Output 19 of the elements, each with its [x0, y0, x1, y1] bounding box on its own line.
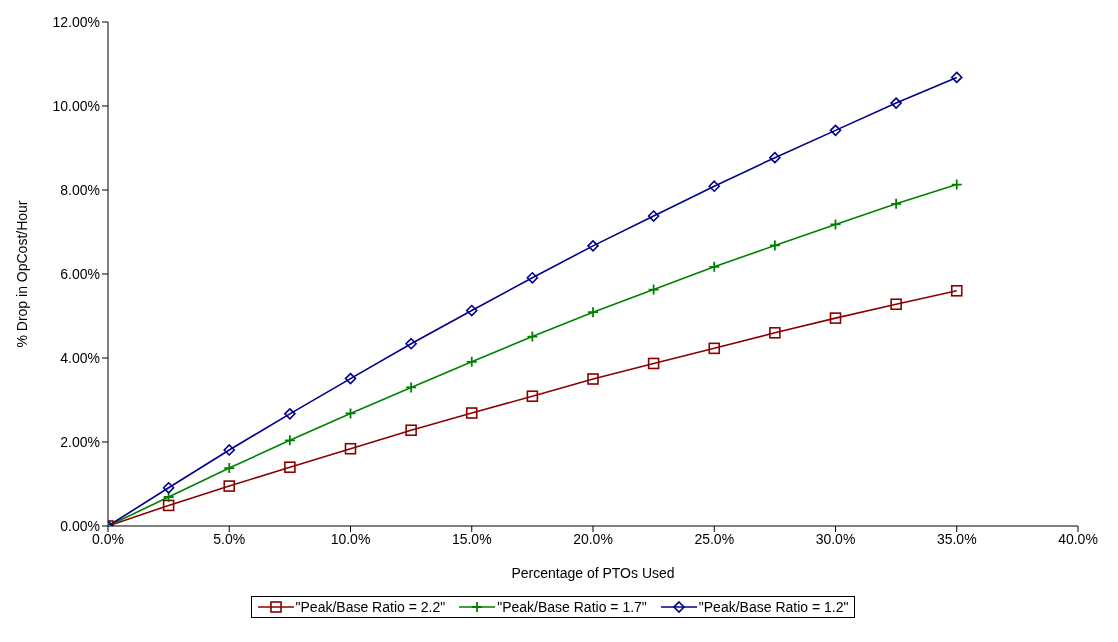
y-tick-label: 6.00%: [60, 265, 100, 282]
x-tick-label: 5.0%: [213, 530, 246, 547]
legend-label: "Peak/Base Ratio = 1.2": [698, 599, 849, 615]
x-axis-title: Percentage of PTOs Used: [511, 565, 675, 581]
x-tick-label: 35.0%: [936, 530, 977, 547]
x-tick-label: 40.0%: [1058, 530, 1098, 547]
x-tick-label: 15.0%: [451, 530, 492, 547]
y-tick-label: 12.00%: [52, 13, 100, 30]
y-tick-label: 8.00%: [60, 181, 100, 198]
y-tick-label: 10.00%: [52, 97, 100, 114]
x-tick-label: 25.0%: [694, 530, 735, 547]
y-axis-title: % Drop in OpCost/Hour: [13, 200, 30, 348]
x-tick-label: 30.0%: [815, 530, 856, 547]
legend-label: "Peak/Base Ratio = 2.2": [295, 599, 446, 615]
x-tick-label: 10.0%: [330, 530, 371, 547]
y-tick-label: 2.00%: [60, 433, 100, 450]
x-tick-label: 20.0%: [573, 530, 613, 547]
y-tick-label: 4.00%: [60, 349, 100, 366]
legend-label: "Peak/Base Ratio = 1.7": [497, 599, 647, 615]
